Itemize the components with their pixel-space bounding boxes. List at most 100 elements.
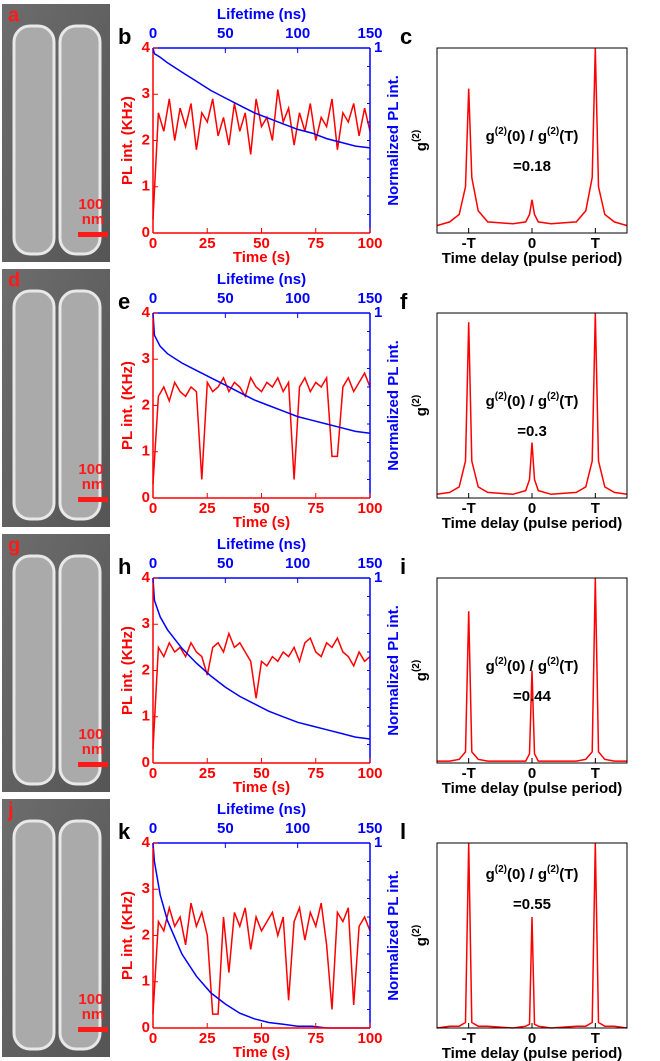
scale-bar-label: 100 nm (78, 991, 107, 1023)
y-tick-label: 0 (142, 489, 150, 506)
annotation: g(2)(0) / g(2)(T) (486, 126, 579, 145)
y-tick-label: 3 (142, 880, 150, 897)
y-axis-label: PL int. (KHz) (119, 96, 136, 185)
y2-tick-label: 1 (374, 834, 382, 851)
annotation: g(2)(0) / g(2)(T) (486, 656, 579, 675)
x-axis-label: Time delay (pulse period) (442, 1045, 623, 1061)
x2-tick-label: 0 (149, 555, 157, 572)
x-axis-label: Time delay (pulse period) (442, 250, 623, 267)
nanorod (12, 554, 56, 786)
y-tick-label: 1 (142, 443, 150, 460)
y2-tick-label: 1 (374, 39, 382, 56)
x2-tick-label: 50 (217, 25, 234, 42)
y-tick-label: 4 (142, 569, 151, 586)
y-axis-label: PL int. (KHz) (119, 626, 136, 715)
x-tick-label: 0 (149, 765, 157, 782)
x2-axis-label: Lifetime (ns) (217, 536, 306, 553)
y-axis-label: g(2) (411, 925, 430, 946)
pl-trace (152, 89, 371, 220)
annotation: g(2)(0) / g(2)(T) (486, 391, 579, 410)
y-tick-label: 2 (142, 926, 150, 943)
panel-label: k (118, 819, 131, 844)
x-tick-label: 0 (528, 765, 536, 782)
scale-bar (78, 497, 108, 502)
annotation-value: =0.3 (517, 423, 547, 440)
panel-label: c (400, 24, 412, 49)
annotation-value: =0.18 (513, 158, 551, 175)
x-tick-label: -T (462, 1030, 476, 1047)
x-tick-label: 75 (307, 765, 324, 782)
x2-axis-label: Lifetime (ns) (217, 801, 306, 818)
y-tick-label: 2 (142, 661, 150, 678)
nanorod (12, 289, 56, 521)
y-tick-label: 1 (142, 708, 150, 725)
x2-tick-label: 50 (217, 820, 234, 837)
pl-trace (152, 902, 371, 1015)
y-tick-label: 4 (142, 39, 151, 56)
x-tick-label: 0 (149, 235, 157, 252)
x-tick-label: 50 (253, 500, 270, 517)
y-axis-label: g(2) (411, 660, 430, 681)
decay-curve (152, 47, 371, 149)
nanorod (58, 289, 102, 521)
scale-bar-label: 100 nm (78, 461, 107, 493)
y-tick-label: 1 (142, 178, 150, 195)
x-tick-label: 75 (307, 500, 324, 517)
x-axis-label: Time delay (pulse period) (442, 780, 623, 797)
x2-tick-label: 0 (149, 820, 157, 837)
x-axis-label: Time (s) (233, 1044, 290, 1061)
x-tick-label: 25 (199, 1030, 216, 1047)
x-tick-label: -T (462, 235, 476, 252)
nanorod (12, 819, 56, 1051)
x-axis-label: Time (s) (233, 249, 290, 266)
y2-tick-label: 1 (374, 569, 382, 586)
x-tick-label: 100 (357, 235, 382, 252)
x-tick-label: 75 (307, 1030, 324, 1047)
x-tick-label: 0 (528, 235, 536, 252)
x-tick-label: 100 (357, 500, 382, 517)
y-tick-label: 3 (142, 350, 150, 367)
x-axis-label: Time delay (pulse period) (442, 515, 623, 532)
y-tick-label: 2 (142, 396, 150, 413)
panel-label: j (7, 799, 14, 821)
decay-curve (152, 312, 371, 435)
annotation-value: =0.44 (513, 688, 552, 705)
y-axis-label: PL int. (KHz) (119, 891, 136, 980)
g2-curve (436, 312, 628, 496)
panel-label: l (400, 819, 406, 844)
x-tick-label: 25 (199, 765, 216, 782)
panel-label: b (118, 24, 131, 49)
pl-trace (152, 631, 371, 750)
panel-label: f (400, 289, 408, 314)
y2-axis-label: Normalized PL int. (385, 605, 402, 736)
y-tick-label: 4 (142, 304, 151, 321)
y-tick-label: 2 (142, 131, 150, 148)
x-tick-label: 0 (149, 1030, 157, 1047)
panel-label: a (8, 4, 20, 26)
nanorod (12, 24, 56, 256)
x-tick-label: T (591, 1030, 600, 1047)
y-axis-label: g(2) (411, 130, 430, 151)
scale-bar-label: 100 nm (78, 726, 107, 758)
nanorod (58, 24, 102, 256)
panel-label: d (8, 269, 20, 291)
x2-tick-label: 150 (357, 820, 382, 837)
panel-label: h (118, 554, 131, 579)
y-tick-label: 0 (142, 1019, 150, 1036)
y-tick-label: 4 (142, 834, 151, 851)
scale-bar-label: 100 nm (78, 196, 107, 228)
g2-curve (436, 47, 628, 227)
x2-tick-label: 100 (285, 25, 310, 42)
y2-tick-label: 1 (374, 304, 382, 321)
x2-axis-label: Lifetime (ns) (217, 6, 306, 23)
x-tick-label: 0 (149, 500, 157, 517)
nanorod (58, 819, 102, 1051)
x-tick-label: 0 (528, 500, 536, 517)
y-tick-label: 3 (142, 615, 150, 632)
x2-axis-label: Lifetime (ns) (217, 271, 306, 288)
x-tick-label: T (591, 235, 600, 252)
x-tick-label: T (591, 500, 600, 517)
y-tick-label: 0 (142, 224, 150, 241)
decay-curve (152, 842, 370, 1029)
x2-tick-label: 150 (357, 25, 382, 42)
